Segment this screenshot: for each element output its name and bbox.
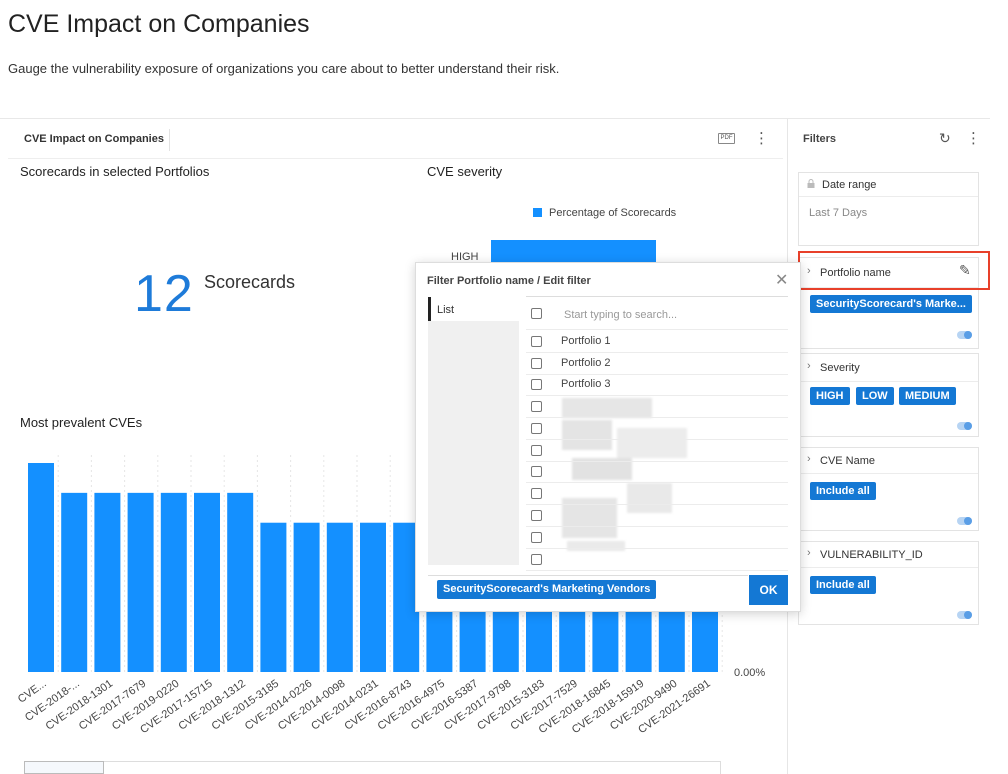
option-checkbox[interactable] <box>531 531 542 543</box>
chart-scrollbar[interactable] <box>24 761 721 774</box>
cve-bar[interactable] <box>194 492 220 672</box>
cve-name-chip[interactable]: Include all <box>810 482 876 500</box>
vulnerability-id-filter-label: VULNERABILITY_ID <box>820 549 923 561</box>
cve-widget-title: Most prevalent CVEs <box>20 415 143 430</box>
axis-zero-label: 0.00% <box>734 667 766 679</box>
filter-type-list <box>428 297 519 565</box>
page-subtitle: Gauge the vulnerability exposure of orga… <box>8 61 560 76</box>
portfolio-filter: › Portfolio name ✎ SecurityScorecard's M… <box>798 257 979 349</box>
list-label: List <box>437 304 455 316</box>
lock-icon <box>807 179 815 188</box>
dashboard-divider <box>8 158 783 159</box>
cve-bar[interactable] <box>94 492 121 672</box>
cve-bar[interactable] <box>127 492 154 672</box>
modal-title: Filter Portfolio name <box>427 275 534 287</box>
edit-icon[interactable]: ✎ <box>959 262 971 278</box>
ok-button[interactable]: OK <box>749 575 788 605</box>
option-checkbox[interactable] <box>531 358 542 369</box>
cve-name-toggle[interactable] <box>957 517 972 525</box>
dashboard-tab[interactable]: CVE Impact on Companies <box>24 133 164 145</box>
scorecards-widget-title: Scorecards in selected Portfolios <box>20 164 210 179</box>
portfolio-chip[interactable]: SecurityScorecard's Marke... <box>810 295 972 313</box>
severity-widget-title: CVE severity <box>427 164 503 179</box>
chevron-right-icon[interactable]: › <box>807 453 811 465</box>
tab-separator <box>169 129 170 151</box>
option-label[interactable]: Portfolio 2 <box>561 357 611 369</box>
option-checkbox[interactable] <box>531 401 542 412</box>
chevron-right-icon[interactable]: › <box>807 265 811 277</box>
severity-category-label: HIGH <box>451 251 479 263</box>
chart-scrollbar-thumb[interactable] <box>24 761 104 774</box>
severity-chip-low[interactable]: LOW <box>856 387 894 405</box>
scorecards-unit: Scorecards <box>204 272 296 292</box>
cve-bar[interactable] <box>28 463 54 672</box>
date-range-value[interactable]: Last 7 Days <box>809 207 868 219</box>
select-all-checkbox[interactable] <box>531 308 542 319</box>
filters-title: Filters <box>803 133 837 145</box>
option-checkbox[interactable] <box>531 510 542 521</box>
option-checkbox[interactable] <box>531 336 542 347</box>
option-checkbox[interactable] <box>531 466 542 478</box>
option-checkbox[interactable] <box>531 422 542 434</box>
pdf-export-icon[interactable]: PDF <box>718 133 735 144</box>
cve-bar[interactable] <box>393 522 420 672</box>
cve-name-filter-label: CVE Name <box>820 455 876 467</box>
option-checkbox[interactable] <box>531 488 542 500</box>
cve-bar[interactable] <box>326 522 353 672</box>
more-options-icon[interactable]: ⋮ <box>754 130 769 147</box>
legend-label[interactable]: Percentage of Scorecards <box>549 207 677 219</box>
portfolio-filter-highlight <box>798 251 990 290</box>
vulnerability-id-filter: › VULNERABILITY_ID Include all <box>798 541 979 625</box>
severity-chip-high[interactable]: HIGH <box>810 387 850 405</box>
severity-filter-label: Severity <box>820 362 860 374</box>
scorecards-count: 12 <box>134 265 194 323</box>
option-checkbox[interactable] <box>531 379 542 390</box>
cve-bar[interactable] <box>227 492 254 672</box>
modal-subtitle: / Edit filter <box>537 275 591 287</box>
vulnerability-id-toggle[interactable] <box>957 611 972 619</box>
refresh-icon[interactable]: ↻ <box>939 130 951 146</box>
filters-more-icon[interactable]: ⋮ <box>966 130 981 147</box>
cve-bar[interactable] <box>360 522 386 672</box>
redacted-options-blur <box>562 398 688 553</box>
option-checkbox[interactable] <box>531 444 542 456</box>
date-range-label: Date range <box>822 179 877 191</box>
cve-bar[interactable] <box>61 492 88 672</box>
portfolio-toggle[interactable] <box>957 331 972 339</box>
filter-portfolio-modal: Filter Portfolio name / Edit filter ✕ Li… <box>415 262 801 612</box>
severity-bar[interactable] <box>491 240 656 262</box>
modal-search-input[interactable]: Start typing to search... <box>564 309 678 321</box>
chevron-right-icon[interactable]: › <box>807 547 811 559</box>
cve-bar[interactable] <box>293 522 320 672</box>
selected-portfolio-chip[interactable]: SecurityScorecard's Marketing Vendors <box>437 580 657 599</box>
header-divider <box>0 118 990 119</box>
option-label[interactable]: Portfolio 3 <box>561 378 611 390</box>
page-title: CVE Impact on Companies <box>8 10 310 38</box>
severity-filter: › Severity HIGH LOW MEDIUM <box>798 353 979 437</box>
portfolio-filter-label: Portfolio name <box>820 267 891 279</box>
close-icon[interactable]: ✕ <box>775 272 789 289</box>
date-range-filter: Date range Last 7 Days <box>798 172 979 246</box>
option-label[interactable]: Portfolio 1 <box>561 335 611 347</box>
severity-chip-medium[interactable]: MEDIUM <box>899 387 956 405</box>
cve-bar[interactable] <box>160 492 187 672</box>
legend-swatch <box>533 208 542 217</box>
filter-type-list-item[interactable]: List <box>428 297 519 321</box>
chevron-right-icon[interactable]: › <box>807 360 811 372</box>
modal-divider <box>526 296 788 297</box>
severity-toggle[interactable] <box>957 422 972 430</box>
cve-name-filter: › CVE Name Include all <box>798 447 979 531</box>
option-checkbox[interactable] <box>531 553 542 565</box>
cve-bar[interactable] <box>260 522 287 672</box>
filters-panel: Filters ↻ ⋮ Date range Last 7 Days › Por… <box>788 119 990 774</box>
vulnerability-id-chip[interactable]: Include all <box>810 576 876 594</box>
